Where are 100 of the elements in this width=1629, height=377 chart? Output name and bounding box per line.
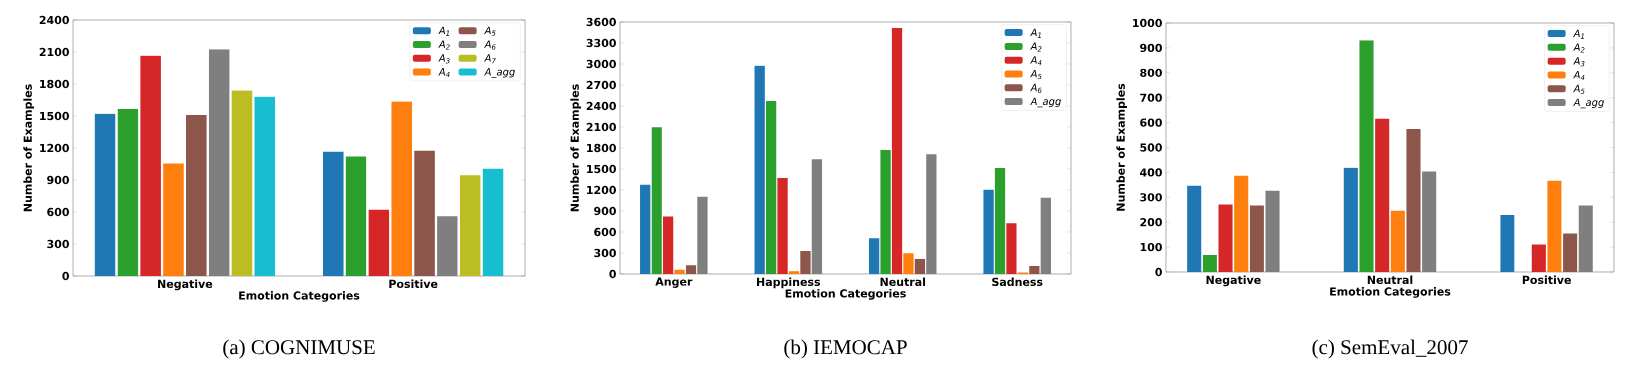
bar: [674, 269, 685, 274]
bar: [994, 167, 1006, 274]
bar: [368, 209, 390, 276]
y-tick-label: 1500: [40, 111, 69, 121]
legend-label: A_agg: [1030, 97, 1061, 108]
bar: [983, 189, 994, 274]
x-tick-label: Positive: [389, 279, 438, 289]
y-tick-label: 800: [1140, 68, 1162, 77]
bar: [903, 253, 914, 274]
bar: [1040, 197, 1051, 274]
y-tick-label: 3000: [586, 59, 616, 69]
x-tick-label: Neutral: [880, 277, 925, 287]
bar: [651, 127, 662, 274]
bar: [186, 114, 207, 276]
y-tick-label: 2100: [39, 47, 69, 57]
y-tick-label: 2100: [586, 122, 616, 132]
x-axis-title: Emotion Categories: [239, 291, 360, 302]
y-tick-label: 300: [594, 248, 616, 258]
bar: [1249, 205, 1264, 272]
legend-label: A$_{2}$: [438, 40, 450, 50]
y-tick-label: 0: [62, 271, 69, 281]
y-tick-label: 1200: [40, 143, 69, 153]
text: (a) COGNIMUSE: [223, 339, 375, 359]
bar: [777, 178, 788, 274]
bar: [482, 168, 504, 276]
bar: [345, 156, 367, 276]
y-tick-label: 600: [47, 207, 69, 217]
legend-label: A$_{4}$: [1030, 56, 1042, 66]
bar: [1265, 190, 1280, 272]
bar: [662, 216, 674, 274]
bar: [811, 159, 823, 274]
x-tick-label: Neutral: [1367, 275, 1413, 285]
x-axis-title: Emotion Categories: [1330, 287, 1451, 298]
bar: [140, 55, 161, 276]
legend-label: A$_{3}$: [1573, 57, 1585, 67]
legend-label: A$_{4}$: [438, 68, 450, 78]
bar: [1359, 40, 1374, 272]
x-tick-label: Anger: [655, 277, 693, 288]
legend-label: A_agg: [1573, 98, 1604, 109]
bar: [1531, 244, 1546, 272]
y-tick-label: 300: [47, 239, 69, 249]
y-axis-title: Number of Examples: [570, 84, 582, 212]
legend-label: A$_{3}$: [438, 54, 450, 64]
bar: [880, 150, 891, 274]
x-tick-label: Positive: [1522, 275, 1571, 285]
legend-label: A$_{6}$: [1030, 83, 1042, 94]
y-tick-label: 1000: [1133, 18, 1162, 28]
y-tick-label: 2400: [586, 101, 616, 111]
text: (b) IEMOCAP: [784, 339, 907, 359]
bar: [1375, 118, 1390, 272]
x-tick-label: Happiness: [757, 277, 821, 289]
y-tick-label: 1500: [587, 164, 616, 174]
bar: [914, 258, 926, 274]
y-tick-label: 500: [1140, 143, 1162, 152]
bar: [1187, 185, 1202, 272]
bar: [414, 150, 435, 276]
bar: [788, 271, 800, 274]
y-tick-label: 2700: [586, 80, 616, 90]
y-tick-label: 1800: [40, 79, 69, 89]
bar: [231, 90, 253, 276]
bar: [1006, 223, 1017, 274]
bar: [1563, 233, 1578, 272]
y-tick-label: 400: [1140, 168, 1162, 177]
legend-label: A$_{5}$: [484, 26, 496, 36]
bar: [254, 96, 276, 276]
bar: [640, 184, 651, 274]
bar: [1390, 210, 1405, 272]
y-tick-label: 3300: [586, 38, 616, 48]
y-tick-label: 200: [1140, 218, 1162, 227]
bar: [1029, 265, 1040, 274]
legend-label: A$_{4}$: [1573, 71, 1585, 80]
y-tick-label: 0: [609, 269, 616, 279]
y-tick-label: 900: [1140, 43, 1162, 53]
bar: [437, 216, 458, 276]
bar: [697, 196, 708, 274]
y-axis-title: Number of Examples: [1116, 83, 1127, 211]
x-axis-title: Emotion Categories: [785, 289, 906, 300]
bar: [800, 250, 811, 274]
legend-label: A$_{5}$: [1030, 70, 1042, 80]
bar: [1218, 204, 1233, 272]
legend-label: A$_{1}$: [1573, 29, 1584, 39]
legend-label: A$_{5}$: [1573, 84, 1585, 94]
x-tick-label: Negative: [158, 279, 213, 291]
bar: [1500, 214, 1515, 272]
bar: [1547, 180, 1562, 272]
text: (c) SemEval_2007: [1312, 339, 1468, 359]
bar: [208, 49, 230, 276]
bar: [868, 238, 880, 274]
bar: [459, 175, 481, 276]
legend-label: A$_{1}$: [438, 26, 450, 36]
legend-label: A$_{6}$: [484, 40, 496, 50]
legend-label: A$_{7}$: [484, 54, 496, 64]
bar: [754, 65, 765, 274]
legend-label: A_agg: [484, 68, 515, 78]
bar: [117, 109, 139, 276]
y-tick-label: 3600: [586, 17, 616, 27]
bar: [926, 154, 937, 274]
legend-label: A$_{2}$: [1573, 43, 1585, 53]
y-tick-label: 900: [47, 175, 69, 185]
y-tick-label: 2400: [39, 15, 69, 25]
